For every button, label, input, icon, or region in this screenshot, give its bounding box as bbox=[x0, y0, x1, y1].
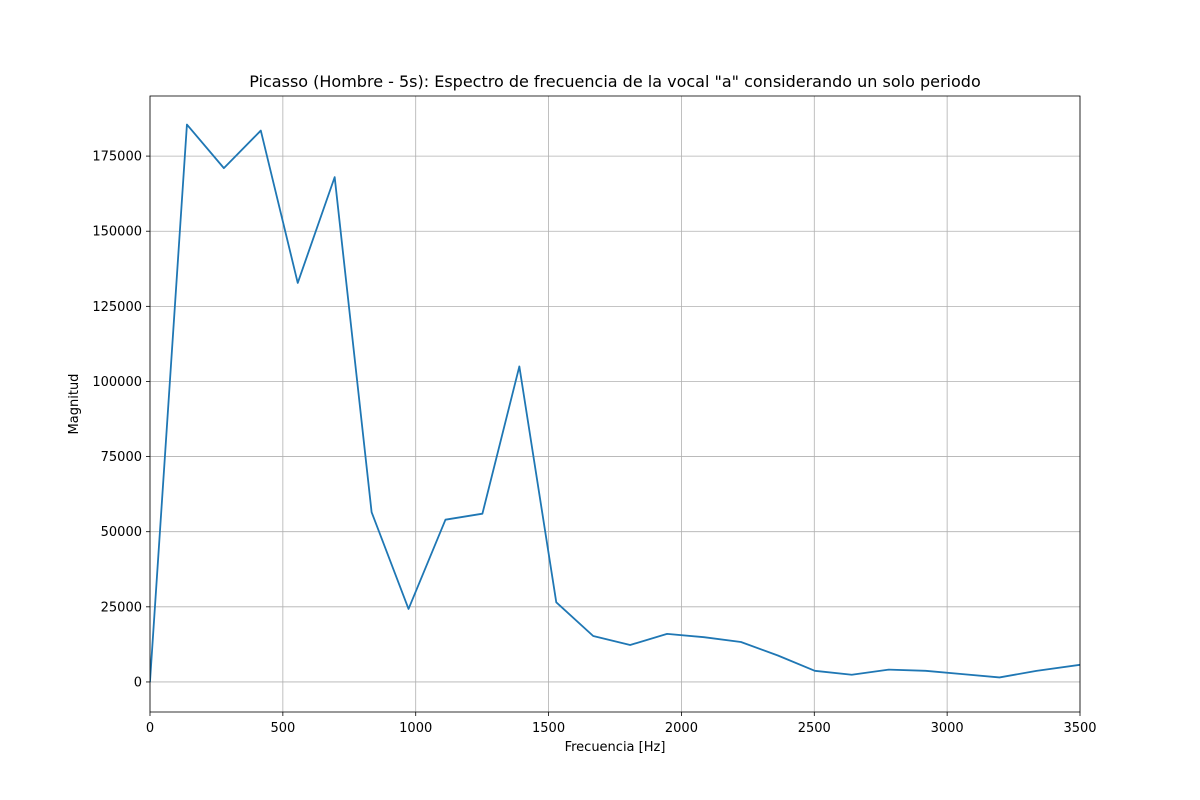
x-tick-label: 3000 bbox=[931, 721, 964, 736]
y-tick-label: 0 bbox=[134, 675, 142, 690]
y-tick-label: 25000 bbox=[101, 600, 142, 615]
y-tick-label: 50000 bbox=[101, 525, 142, 540]
x-tick-label: 2000 bbox=[665, 721, 698, 736]
x-tick-label: 0 bbox=[146, 721, 154, 736]
x-tick-label: 2500 bbox=[798, 721, 831, 736]
x-tick-label: 1000 bbox=[399, 721, 432, 736]
y-tick-label: 150000 bbox=[92, 225, 142, 240]
y-axis: 0 25000 50000 75000 100000 125000 150000 175000 bbox=[92, 150, 150, 690]
y-tick-label: 125000 bbox=[92, 300, 142, 315]
plot-area bbox=[150, 123, 1080, 683]
y-tick-label: 100000 bbox=[92, 375, 142, 390]
x-axis-label: Frecuencia [Hz] bbox=[565, 740, 666, 755]
x-tick-label: 1500 bbox=[532, 721, 565, 736]
chart-title: Picasso (Hombre - 5s): Espectro de frecu… bbox=[249, 72, 980, 91]
x-tick-label: 3500 bbox=[1063, 721, 1096, 736]
y-tick-label: 175000 bbox=[92, 150, 142, 165]
y-axis-label: Magnitud bbox=[67, 374, 82, 435]
y-tick-label: 75000 bbox=[101, 450, 142, 465]
grid bbox=[149, 96, 1081, 712]
axes-frame bbox=[149, 95, 1081, 713]
x-axis: 0 500 1000 1500 2000 2500 3000 3500 bbox=[146, 712, 1097, 736]
spectrum-line bbox=[150, 123, 1080, 683]
x-tick-label: 500 bbox=[270, 721, 295, 736]
